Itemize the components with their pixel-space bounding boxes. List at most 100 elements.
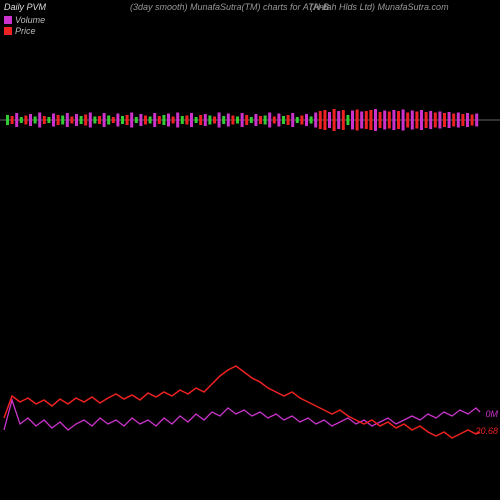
candle-bar <box>6 115 9 125</box>
candle-bar <box>245 115 248 125</box>
candle-bar <box>24 116 27 125</box>
candle-bar <box>144 116 147 125</box>
candle-bar <box>126 115 129 125</box>
candle-bar <box>208 116 211 125</box>
candle-bar <box>61 116 64 125</box>
candle-bar <box>291 113 294 127</box>
candle-bar <box>80 116 83 124</box>
candle-bar <box>333 109 336 131</box>
candle-bar <box>38 113 41 128</box>
candle-bar <box>346 115 349 125</box>
candle-bar <box>250 117 253 123</box>
candle-bar <box>75 114 78 126</box>
candle-bar <box>236 117 239 124</box>
candle-bar <box>314 113 317 128</box>
candle-bar <box>310 117 313 124</box>
candle-bar <box>176 113 179 128</box>
candle-bar <box>84 115 87 126</box>
candle-bar <box>52 114 55 127</box>
candle-bar <box>268 113 271 128</box>
candle-bar <box>135 117 138 123</box>
candle-bar <box>43 116 46 124</box>
candle-bar <box>227 114 230 127</box>
candle-bar <box>374 109 377 131</box>
candle-bar <box>360 112 363 129</box>
candle-bar <box>411 111 414 130</box>
candle-bar <box>190 113 193 127</box>
candle-bar <box>47 117 50 123</box>
candle-bar <box>406 113 409 128</box>
candle-bar <box>107 116 110 125</box>
candle-bar <box>222 116 225 124</box>
candle-bar <box>296 117 299 123</box>
candle-bar <box>218 113 221 128</box>
candle-bar <box>162 115 165 125</box>
candle-bar <box>273 117 276 124</box>
candle-bar <box>34 117 37 124</box>
candle-bar <box>282 116 285 124</box>
candle-bar <box>420 110 423 130</box>
candle-bar <box>369 110 372 130</box>
candle-bar <box>438 112 441 129</box>
volume-end-label: 0M <box>485 409 498 419</box>
candle-bar <box>259 116 262 124</box>
candle-bar <box>20 117 23 123</box>
candle-bar <box>415 112 418 129</box>
candle-bar <box>365 111 368 129</box>
candle-bar <box>89 113 92 128</box>
candle-bar <box>305 114 308 126</box>
candle-bar <box>213 117 216 124</box>
candle-bar <box>121 116 124 124</box>
candle-bar <box>466 113 469 127</box>
candle-bar <box>379 112 382 128</box>
candle-bar <box>471 115 474 126</box>
candle-bar <box>241 113 244 127</box>
candle-bar <box>402 110 405 131</box>
candle-bar <box>149 117 152 124</box>
chart-canvas <box>0 0 500 500</box>
candle-bar <box>57 115 60 125</box>
candle-bar <box>167 114 170 127</box>
candle-bar <box>103 113 106 127</box>
candle-bar <box>172 117 175 124</box>
candle-bar <box>461 114 464 126</box>
price-line <box>4 366 480 438</box>
candle-bar <box>397 111 400 129</box>
candle-bar <box>98 116 101 124</box>
candle-bar <box>388 112 391 129</box>
volume-line <box>4 400 480 430</box>
candle-bar <box>181 116 184 124</box>
candle-bar <box>139 114 142 126</box>
candle-bar <box>254 114 257 126</box>
candle-bar <box>323 110 326 130</box>
candle-bar <box>130 113 133 128</box>
candle-bar <box>112 117 115 123</box>
candle-bar <box>70 117 73 124</box>
candle-bar <box>328 112 331 128</box>
candle-bar <box>66 113 69 127</box>
candle-bar <box>185 116 188 125</box>
candle-bar <box>337 111 340 129</box>
candle-bar <box>443 113 446 127</box>
candle-bar <box>93 117 96 124</box>
candle-bar <box>204 114 207 126</box>
candle-bar <box>158 116 161 124</box>
candle-bar <box>457 113 460 128</box>
candle-bar <box>475 114 478 127</box>
candle-bar <box>452 114 455 127</box>
candle-bar <box>300 116 303 125</box>
candle-bar <box>11 116 14 124</box>
candle-bar <box>351 111 354 130</box>
candle-bar <box>116 114 119 127</box>
candle-bar <box>15 113 18 127</box>
candle-bar <box>195 117 198 123</box>
candle-bar <box>153 113 156 127</box>
candle-bar <box>264 116 267 125</box>
candle-bar <box>277 114 280 127</box>
candle-bar <box>429 111 432 129</box>
candle-bar <box>392 110 395 130</box>
candle-bar <box>425 112 428 128</box>
candle-bar <box>199 115 202 125</box>
candle-bar <box>29 114 32 126</box>
candle-bar <box>383 111 386 130</box>
